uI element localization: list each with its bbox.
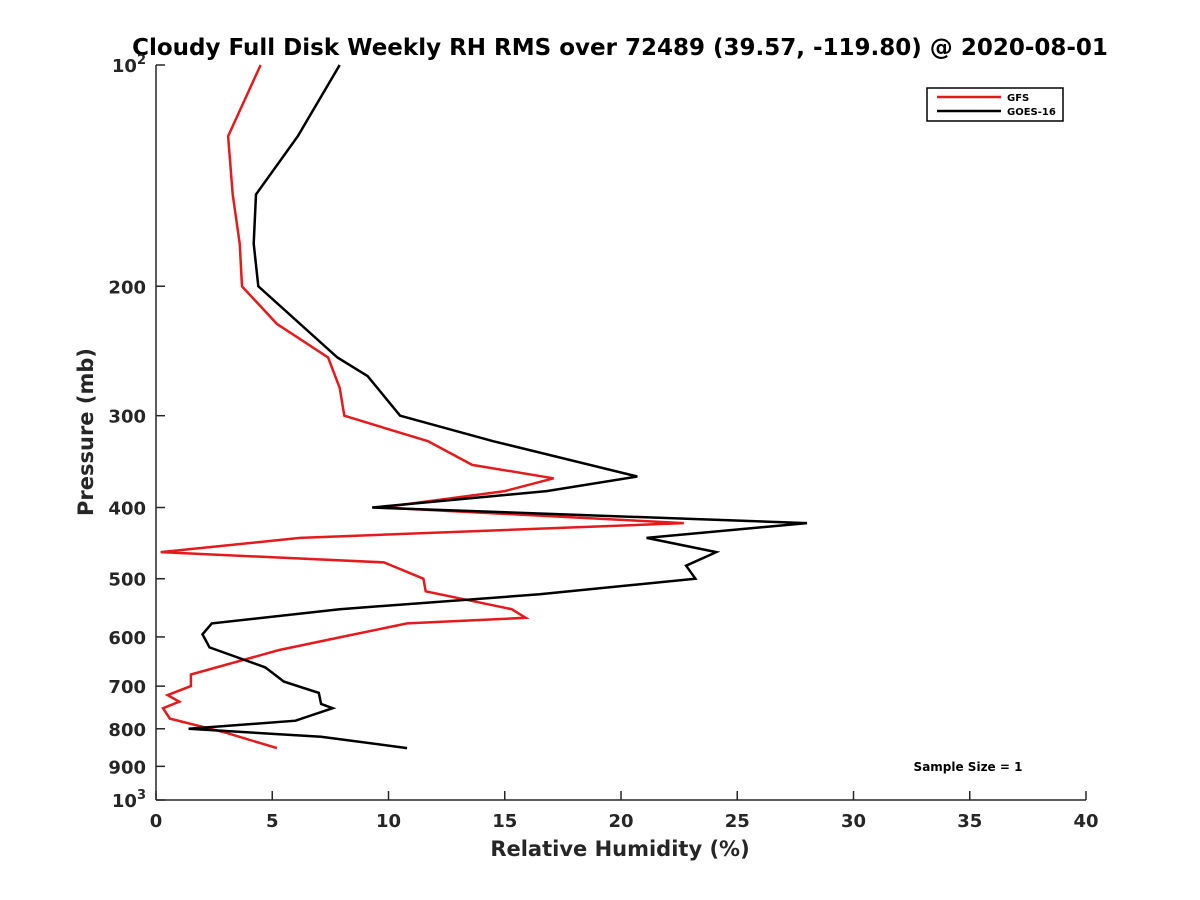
x-tick-label: 35 xyxy=(957,811,982,832)
plot-series xyxy=(160,64,808,750)
y-tick-label: 200 xyxy=(108,277,146,298)
y-tick-label: 102 xyxy=(112,53,146,77)
x-axis-label: Relative Humidity (%) xyxy=(490,837,749,861)
y-tick-label: 600 xyxy=(108,628,146,649)
x-tick-label: 20 xyxy=(608,811,633,832)
y-tick-label: 300 xyxy=(108,407,146,428)
sample-size-annotation: Sample Size = 1 xyxy=(914,760,1023,774)
y-tick-label: 800 xyxy=(108,720,146,741)
x-tick-label: 0 xyxy=(150,811,163,832)
y-tick-label: 700 xyxy=(108,677,146,698)
x-tick-label: 15 xyxy=(492,811,517,832)
x-tick-label: 5 xyxy=(266,811,279,832)
x-tick-label: 40 xyxy=(1073,811,1098,832)
axes: 0 5 10 15 20 25 30 35 40 102 200 300 400 500 600 700 800… xyxy=(108,53,1098,832)
series-line-gfs xyxy=(160,64,684,750)
legend: GFS GOES-16 xyxy=(926,87,1064,122)
chart-title: Cloudy Full Disk Weekly RH RMS over 7248… xyxy=(132,35,1108,61)
y-tick-label: 900 xyxy=(108,757,146,778)
y-tick-label: 103 xyxy=(112,788,146,812)
y-axis-label: Pressure (mb) xyxy=(74,348,98,516)
legend-box xyxy=(926,87,1064,122)
x-tick-label: 30 xyxy=(841,811,866,832)
x-tick-label: 25 xyxy=(725,811,750,832)
series-line-goes-16 xyxy=(188,64,808,750)
legend-label: GFS xyxy=(1007,93,1029,104)
y-tick-label: 400 xyxy=(108,499,146,520)
y-tick-label: 500 xyxy=(108,570,146,591)
legend-label: GOES-16 xyxy=(1007,107,1056,118)
x-tick-label: 10 xyxy=(376,811,401,832)
